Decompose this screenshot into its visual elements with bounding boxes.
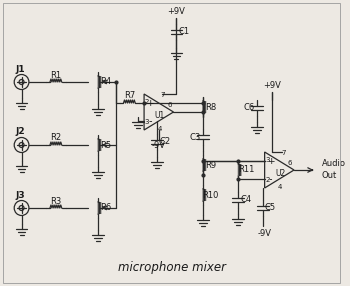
Text: 2: 2 — [145, 99, 149, 105]
Text: C6: C6 — [243, 104, 254, 112]
Text: R6: R6 — [100, 204, 112, 212]
Text: R11: R11 — [238, 166, 254, 174]
Text: 3: 3 — [145, 119, 149, 125]
Text: R2: R2 — [50, 134, 62, 142]
Text: C5: C5 — [265, 204, 276, 212]
Text: Audio: Audio — [322, 160, 345, 168]
Text: R8: R8 — [205, 102, 216, 112]
Text: R10: R10 — [203, 190, 219, 200]
Text: J2: J2 — [16, 128, 26, 136]
Text: Out: Out — [322, 170, 337, 180]
Text: C3: C3 — [189, 132, 201, 142]
Text: R3: R3 — [50, 196, 62, 206]
Text: +9V: +9V — [264, 82, 281, 90]
Text: +: + — [146, 100, 154, 108]
Text: C1: C1 — [179, 27, 190, 37]
Text: 6: 6 — [167, 102, 172, 108]
Text: +9V: +9V — [168, 7, 186, 17]
Text: J1: J1 — [16, 65, 26, 74]
Text: U1: U1 — [155, 110, 165, 120]
Text: U2: U2 — [275, 168, 286, 178]
Text: microphone mixer: microphone mixer — [118, 261, 225, 275]
Text: -9V: -9V — [258, 229, 272, 239]
Text: R9: R9 — [205, 160, 216, 170]
Text: 6: 6 — [288, 160, 292, 166]
Text: 7: 7 — [281, 150, 286, 156]
Text: R5: R5 — [100, 140, 111, 150]
Text: -: - — [148, 116, 152, 126]
Text: C4: C4 — [240, 196, 252, 204]
Text: R7: R7 — [124, 92, 135, 100]
Text: 7: 7 — [160, 92, 165, 98]
Text: -9V: -9V — [152, 140, 166, 150]
Text: -: - — [269, 174, 272, 184]
Text: 4: 4 — [158, 126, 162, 132]
Text: C2: C2 — [159, 138, 170, 146]
Text: 2: 2 — [265, 177, 270, 183]
Text: R4: R4 — [100, 78, 111, 86]
Text: J3: J3 — [16, 190, 26, 200]
Text: 3: 3 — [265, 157, 270, 163]
Text: +: + — [267, 158, 274, 166]
Text: 4: 4 — [278, 184, 282, 190]
Text: R1: R1 — [50, 71, 62, 80]
